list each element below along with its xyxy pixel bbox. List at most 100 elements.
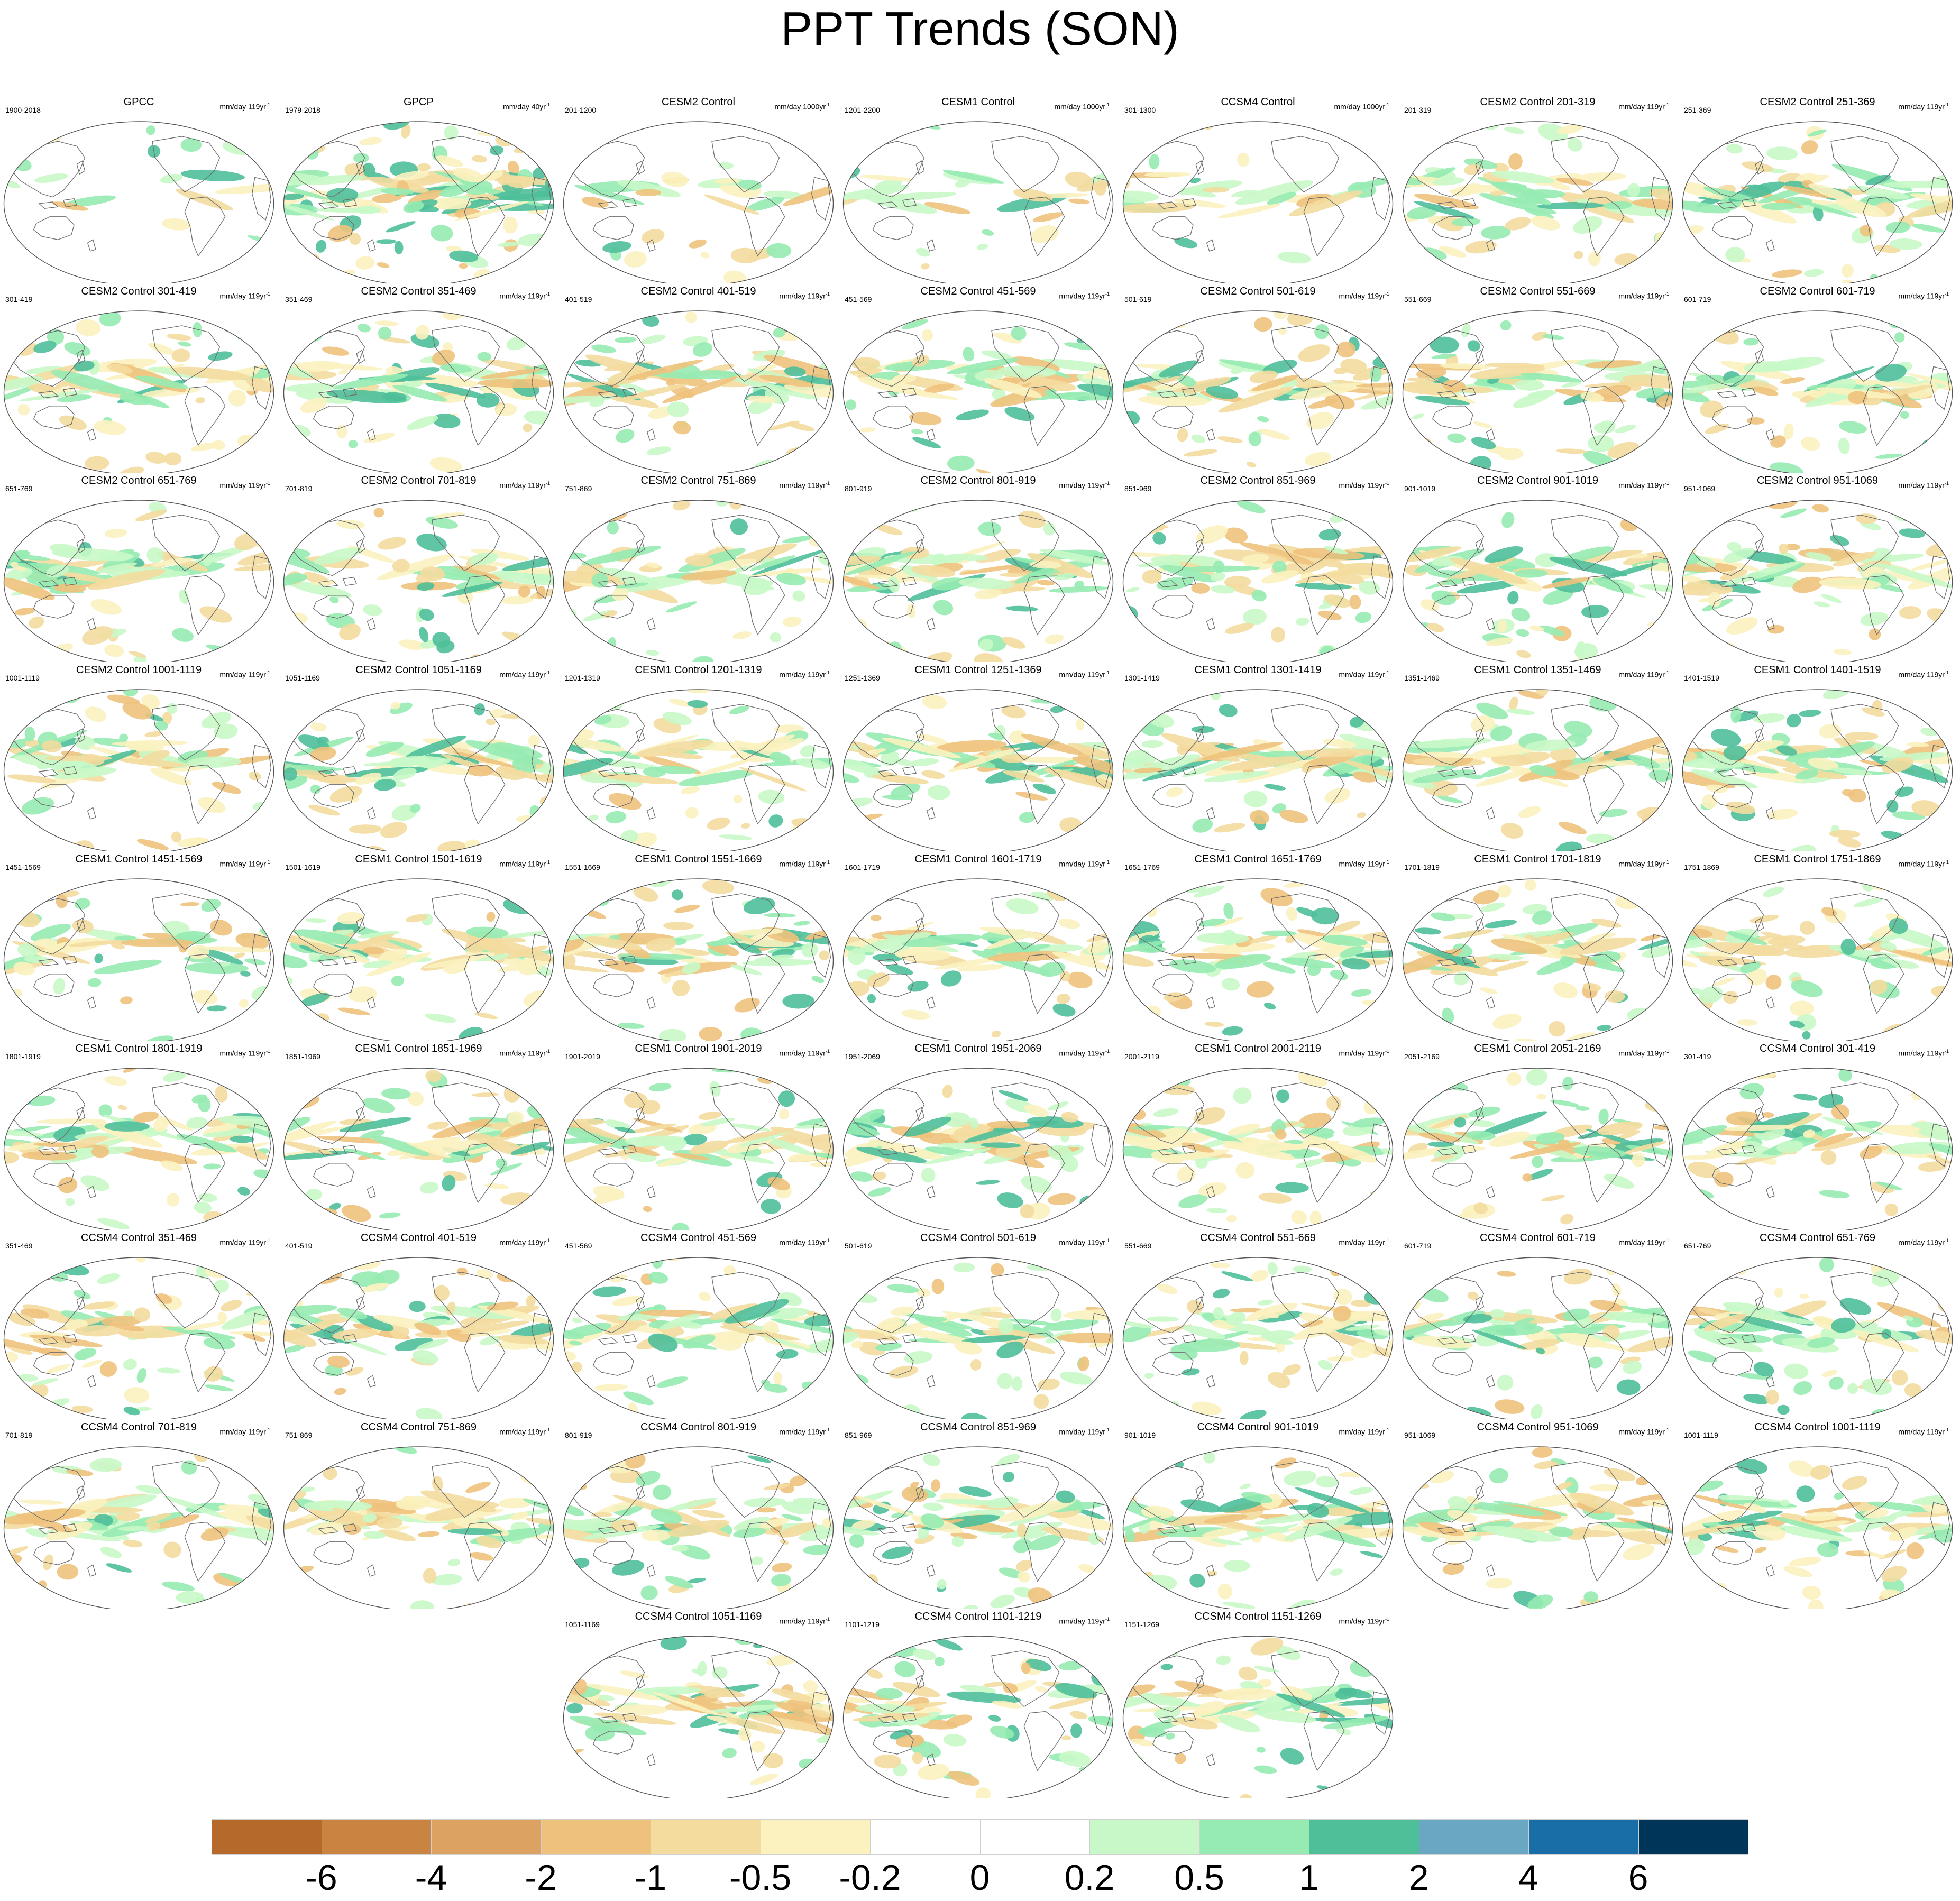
wet-trend-patch — [983, 756, 1029, 771]
coastline — [184, 575, 226, 636]
wet-trend-patch — [1520, 189, 1565, 199]
coastline — [1475, 539, 1485, 554]
dry-trend-patch — [1532, 1447, 1553, 1458]
panel-title: CESM2 Control 951-1069 — [1756, 475, 1878, 486]
wet-trend-patch — [1210, 572, 1225, 582]
wet-trend-patch — [1514, 568, 1548, 578]
wet-trend-patch — [1196, 932, 1250, 944]
units-exponent: -1 — [1664, 102, 1669, 107]
coastline — [1755, 350, 1764, 364]
dry-trend-patch — [1682, 769, 1736, 789]
wet-trend-patch — [907, 980, 929, 992]
map-plot — [563, 310, 834, 473]
coastline — [76, 539, 86, 554]
coastline — [1711, 406, 1753, 429]
wet-trend-patch — [1233, 1087, 1252, 1104]
panel-title: CESM1 Control 1351-1469 — [1474, 664, 1601, 676]
coastline — [915, 160, 925, 175]
dry-trend-patch — [1944, 276, 1953, 283]
dry-trend-patch — [681, 786, 700, 795]
dry-trend-patch — [1010, 586, 1046, 592]
dry-trend-patch — [1363, 714, 1390, 723]
dry-trend-patch — [1600, 1222, 1613, 1230]
dry-trend-patch — [635, 189, 662, 197]
wet-trend-patch — [286, 424, 311, 438]
wet-trend-patch — [1237, 500, 1266, 513]
panel-year-range: 1251-1369 — [845, 674, 880, 682]
coastline — [1437, 580, 1458, 587]
dry-trend-patch — [136, 839, 169, 850]
coastline — [1152, 1541, 1194, 1565]
dry-trend-patch — [43, 1554, 53, 1571]
units-text: mm/day 119yr — [779, 1049, 826, 1058]
dry-trend-patch — [764, 355, 834, 380]
wet-trend-patch — [1682, 1388, 1695, 1399]
coastline — [1432, 1541, 1473, 1565]
coastline — [1863, 764, 1904, 825]
map-plot — [1682, 878, 1953, 1041]
coastline — [784, 509, 802, 524]
dry-trend-patch — [1355, 382, 1393, 388]
wet-trend-patch — [845, 906, 864, 917]
map-plot — [3, 121, 274, 283]
wet-trend-patch — [447, 1559, 461, 1567]
coastline — [1128, 330, 1205, 387]
coastline — [356, 539, 365, 554]
units-exponent: -1 — [1944, 1238, 1949, 1243]
dry-trend-patch — [4, 419, 14, 427]
wet-trend-patch — [1881, 831, 1908, 841]
coastline — [1195, 728, 1205, 743]
dry-trend-patch — [212, 782, 242, 794]
dry-trend-patch — [322, 346, 350, 356]
panel-year-range: 351-469 — [285, 295, 313, 304]
wet-trend-patch — [363, 162, 375, 178]
coastline — [1830, 136, 1899, 193]
dry-trend-patch — [563, 690, 572, 698]
wet-trend-patch — [1821, 594, 1842, 603]
units-exponent: -1 — [545, 1238, 550, 1243]
wet-trend-patch — [1822, 690, 1851, 700]
panel-year-range: 551-669 — [1124, 1242, 1152, 1250]
coastline — [8, 330, 86, 387]
coastline — [592, 406, 634, 429]
wet-trend-patch — [592, 1286, 626, 1297]
map-plot — [283, 689, 554, 851]
wet-trend-patch — [1637, 122, 1667, 131]
wet-trend-patch — [1909, 1226, 1923, 1230]
wet-trend-patch — [882, 1546, 912, 1559]
panel-units: mm/day 119yr-1 — [1059, 289, 1110, 301]
panel-year-range: 1401-1519 — [1684, 674, 1719, 682]
coastline — [1152, 595, 1194, 619]
dry-trend-patch — [399, 639, 425, 650]
dry-trend-patch — [1891, 1370, 1908, 1386]
wet-trend-patch — [867, 994, 876, 1003]
coastline — [342, 198, 358, 207]
units-exponent: -1 — [1664, 859, 1669, 865]
dry-trend-patch — [624, 251, 647, 268]
dry-trend-patch — [780, 1539, 789, 1545]
dry-trend-patch — [571, 311, 601, 322]
wet-trend-patch — [1361, 392, 1393, 410]
wet-trend-patch — [489, 145, 504, 155]
wet-trend-patch — [1643, 694, 1668, 708]
trend-field — [1403, 879, 1673, 1041]
dry-trend-patch — [1855, 513, 1877, 524]
dry-trend-patch — [1417, 641, 1434, 646]
wet-trend-patch — [1489, 1468, 1509, 1484]
wet-trend-patch — [187, 756, 241, 768]
wet-trend-patch — [1691, 769, 1758, 788]
panel-units: mm/day 119yr-1 — [1059, 479, 1110, 490]
map-panel: CESM1 Control 1701-1819 1701-1819 mm/day 1… — [1399, 852, 1677, 1041]
coastline — [622, 387, 637, 397]
wet-trend-patch — [14, 1585, 34, 1597]
wet-trend-patch — [1847, 1383, 1858, 1394]
wet-trend-patch — [849, 1533, 865, 1548]
dry-trend-patch — [872, 774, 929, 784]
coastline — [1091, 1123, 1111, 1168]
wet-trend-patch — [1506, 709, 1535, 715]
wet-trend-patch — [1727, 457, 1743, 464]
units-text: mm/day 119yr — [499, 859, 546, 868]
wet-trend-patch — [603, 698, 623, 711]
dry-trend-patch — [1938, 1300, 1953, 1314]
wet-trend-patch — [312, 645, 323, 660]
